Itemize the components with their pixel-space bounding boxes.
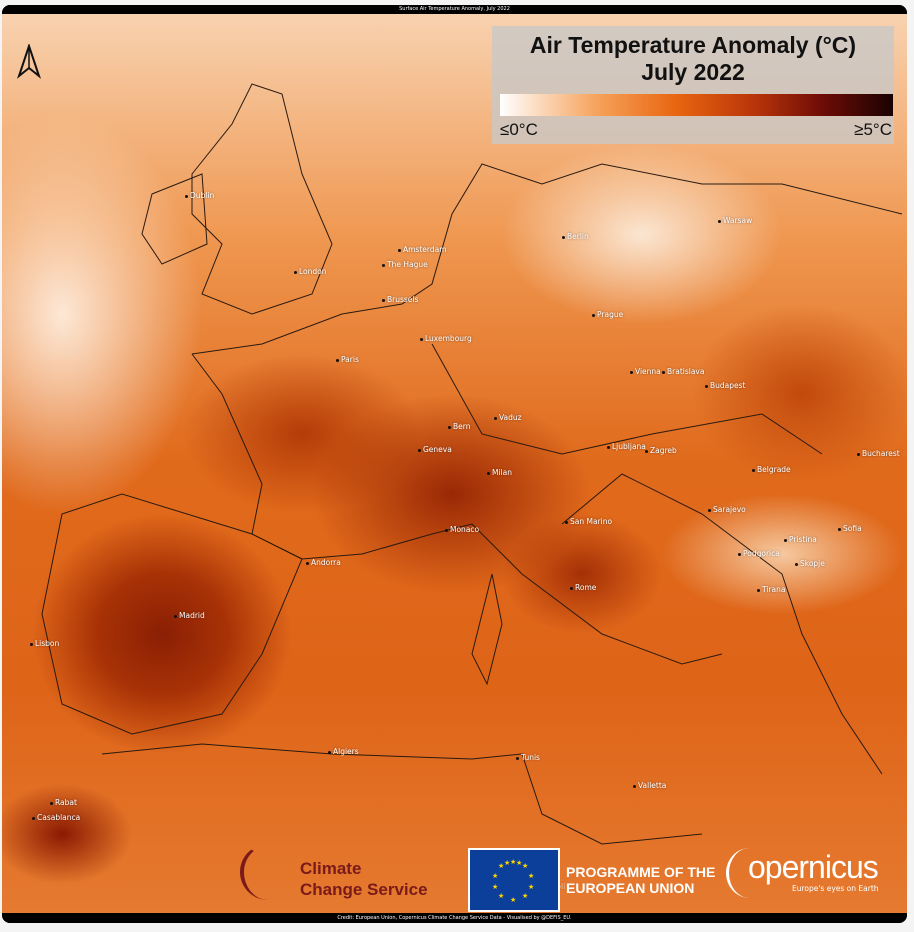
city-label: Prague — [592, 310, 623, 319]
city-label: Warsaw — [718, 216, 752, 225]
north-arrow-icon — [16, 44, 42, 79]
city-label: Pristina — [784, 535, 817, 544]
city-label: Paris — [336, 355, 359, 364]
city-label: Bucharest — [857, 449, 900, 458]
city-label: Zagreb — [645, 446, 677, 455]
city-label: Bratislava — [662, 367, 704, 376]
city-label: Skopje — [795, 559, 825, 568]
city-label: Bern — [448, 422, 470, 431]
city-label: Monaco — [445, 525, 479, 534]
city-label: Podgorica — [738, 549, 780, 558]
legend-title: Air Temperature Anomaly (°C) — [529, 32, 857, 58]
legend-max-label: ≥5°C — [854, 120, 892, 139]
city-label: Sarajevo — [708, 505, 746, 514]
city-label: San Marino — [565, 517, 612, 526]
city-label: The Hague — [382, 260, 428, 269]
city-label: Andorra — [306, 558, 341, 567]
city-label: Rome — [570, 583, 596, 592]
city-label: Brussels — [382, 295, 418, 304]
city-label: Geneva — [418, 445, 452, 454]
credit-line: Credit: European Union, Copernicus Clima… — [2, 913, 907, 923]
city-label: Belgrade — [752, 465, 791, 474]
legend-min-label: ≤0°C — [500, 120, 538, 139]
city-label: Rabat — [50, 798, 77, 807]
city-label: Luxembourg — [420, 334, 472, 343]
map-caption: Surface Air Temperature Anomaly, July 20… — [2, 5, 907, 14]
city-label: Dublin — [185, 191, 214, 200]
city-label: Milan — [487, 468, 512, 477]
city-label: Berlin — [562, 232, 589, 241]
city-label: Amsterdam — [398, 245, 447, 254]
city-label: London — [294, 267, 327, 276]
coastlines-borders — [41, 83, 903, 845]
city-label: Tunis — [516, 753, 540, 762]
city-label: Ljubljana — [607, 442, 646, 451]
city-label: Budapest — [705, 381, 745, 390]
city-label: Madrid — [174, 611, 205, 620]
map-frame: Surface Air Temperature Anomaly, July 20… — [2, 5, 907, 923]
city-label: Lisbon — [30, 639, 59, 648]
city-label: Vaduz — [494, 413, 522, 422]
legend-subtitle: July 2022 — [641, 59, 745, 85]
city-label: Tirana — [757, 585, 785, 594]
temperature-anomaly-map: Dublin London Amsterdam The Hague Brusse… — [2, 14, 907, 913]
city-label: Sofia — [838, 524, 862, 533]
city-label: Valletta — [633, 781, 666, 790]
city-label: Tripoli — [538, 882, 565, 891]
city-label: Algiers — [328, 747, 359, 756]
legend-colorbar — [500, 94, 893, 116]
legend: Air Temperature Anomaly (°C) July 2022 ≤… — [492, 26, 894, 144]
city-label: Casablanca — [32, 813, 80, 822]
city-label: Vienna — [630, 367, 661, 376]
